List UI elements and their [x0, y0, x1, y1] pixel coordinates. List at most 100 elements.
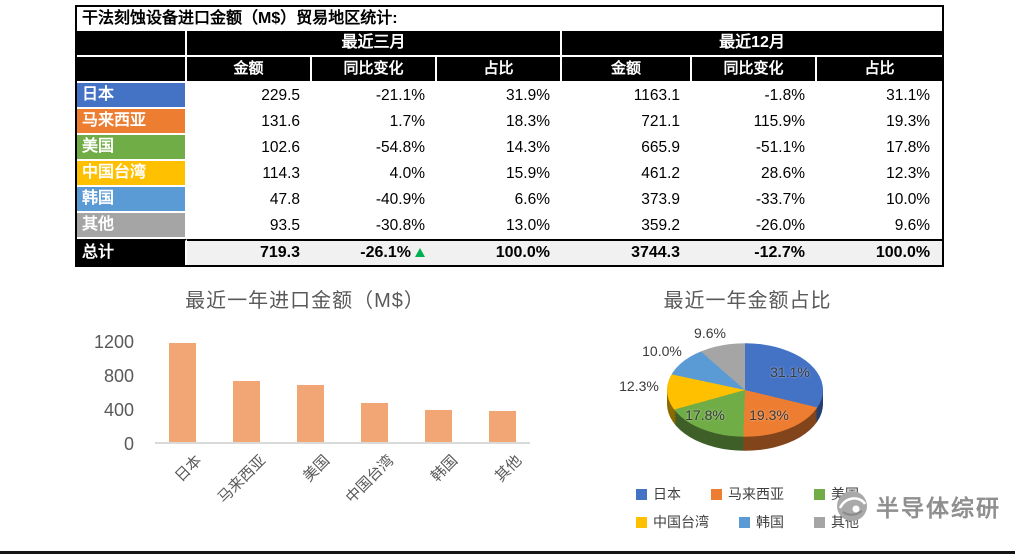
legend-label: 中国台湾 — [653, 514, 709, 530]
region-label: 日本 — [77, 83, 187, 109]
table-row-中国台湾: 中国台湾 114.3 4.0% 15.9% 461.2 28.6% 12.3% — [77, 161, 943, 187]
value-cell: 1163.1 — [562, 83, 692, 109]
bar-y-axis: 0 400 800 1200 — [80, 332, 142, 454]
pie-label-日本: 31.1% — [770, 364, 810, 380]
pie-label-中国台湾: 12.3% — [619, 378, 659, 394]
value-cell: -26.0% — [692, 213, 817, 239]
watermark-text: 半导体综研 — [876, 495, 1001, 521]
total-value-cell: 3744.3 — [562, 239, 692, 265]
value-cell: 1.7% — [312, 109, 437, 135]
region-label: 韩国 — [77, 187, 187, 213]
value-cell: 28.6% — [692, 161, 817, 187]
bar-日本 — [169, 343, 196, 442]
value-cell: 4.0% — [312, 161, 437, 187]
value-cell: 102.6 — [187, 135, 312, 161]
value-cell: -33.7% — [692, 187, 817, 213]
total-value-cell: 719.3 — [187, 239, 312, 265]
column-group-recent-12m: 最近12月 — [562, 31, 943, 57]
header-amount-3m: 金额 — [187, 57, 312, 83]
bar-plot-area — [155, 342, 530, 444]
value-cell: -51.1% — [692, 135, 817, 161]
total-value-cell: 100.0% — [817, 239, 943, 265]
bar-马来西亚 — [233, 380, 260, 442]
bar-美国 — [297, 385, 324, 442]
header-amount-12m: 金额 — [562, 57, 692, 83]
watermark: 半导体综研 — [836, 489, 1001, 523]
header-share-3m: 占比 — [437, 57, 562, 83]
corner-cell — [77, 31, 187, 57]
legend-item-马来西亚: 马来西亚 — [711, 484, 784, 504]
value-cell: 373.9 — [562, 187, 692, 213]
pie-label-马来西亚: 19.3% — [749, 407, 789, 423]
value-cell: 115.9% — [692, 109, 817, 135]
value-cell: 114.3 — [187, 161, 312, 187]
value-cell: 18.3% — [437, 109, 562, 135]
legend-label: 日本 — [653, 486, 681, 502]
legend-item-韩国: 韩国 — [739, 512, 784, 532]
green-triangle-icon — [415, 248, 425, 257]
legend-swatch-icon — [636, 488, 647, 500]
value-cell: 14.3% — [437, 135, 562, 161]
header-yoy-3m: 同比变化 — [312, 57, 437, 83]
pie-label-韩国: 10.0% — [642, 343, 682, 359]
table-row-日本: 日本 229.5 -21.1% 31.9% 1163.1 -1.8% 31.1% — [77, 83, 943, 109]
value-cell: -1.8% — [692, 83, 817, 109]
total-value-cell: -26.1% — [312, 239, 437, 265]
trade-table-section: 干法刻蚀设备进口金额（M$）贸易地区统计: 最近三月 最近12月 金额 同比变化… — [75, 5, 945, 267]
value-cell: 359.2 — [562, 213, 692, 239]
value-cell: 31.9% — [437, 83, 562, 109]
value-cell: 461.2 — [562, 161, 692, 187]
pie-chart-section: 最近一年金额占比 31.1% 19.3% 17.8% 12.3% 10.0% 9.6% 日… — [555, 272, 940, 554]
bar-x-axis-labels: 日本 马来西亚 美国 中国台湾 韩国 其他 — [155, 450, 530, 550]
total-row: 总计 719.3 -26.1% 100.0% 3744.3 -12.7% 100.0% — [77, 239, 943, 265]
y-tick-0: 0 — [123, 434, 134, 454]
bar-其他 — [489, 411, 516, 442]
value-cell: 31.1% — [817, 83, 943, 109]
bar-中国台湾 — [361, 402, 388, 442]
pie-3d: 31.1% 19.3% 17.8% 12.3% 10.0% 9.6% — [555, 272, 940, 502]
total-value-cell: 100.0% — [437, 239, 562, 265]
value-cell: -40.9% — [312, 187, 437, 213]
legend-swatch-icon — [814, 488, 825, 500]
value-cell: 19.3% — [817, 109, 943, 135]
value-cell: 15.9% — [437, 161, 562, 187]
corner-cell-2 — [77, 57, 187, 83]
value-cell: 13.0% — [437, 213, 562, 239]
legend-swatch-icon — [814, 516, 825, 528]
value-cell: -30.8% — [312, 213, 437, 239]
legend-item-日本: 日本 — [636, 484, 681, 504]
table-title: 干法刻蚀设备进口金额（M$）贸易地区统计: — [77, 7, 943, 31]
pie-top-surface — [667, 343, 823, 437]
table-row-其他: 其他 93.5 -30.8% 13.0% 359.2 -26.0% 9.6% — [77, 213, 943, 239]
value-cell: 93.5 — [187, 213, 312, 239]
value-cell: 17.8% — [817, 135, 943, 161]
value-cell: 229.5 — [187, 83, 312, 109]
column-group-header-row: 最近三月 最近12月 — [77, 31, 943, 57]
header-share-12m: 占比 — [817, 57, 943, 83]
table-row-韩国: 韩国 47.8 -40.9% 6.6% 373.9 -33.7% 10.0% — [77, 187, 943, 213]
pie-chart-title: 最近一年金额占比 — [663, 290, 832, 312]
y-tick-400: 400 — [103, 400, 134, 420]
pie-label-其他: 9.6% — [694, 325, 726, 341]
value-cell: -54.8% — [312, 135, 437, 161]
region-label: 其他 — [77, 213, 187, 239]
value-cell: -21.1% — [312, 83, 437, 109]
region-label: 美国 — [77, 135, 187, 161]
legend-label: 韩国 — [756, 514, 784, 530]
legend-swatch-icon — [636, 516, 647, 528]
value-cell: 47.8 — [187, 187, 312, 213]
bar-chart-section: 最近一年进口金额（M$） 0 400 800 1200 日本 马来西亚 美国 中国台湾 韩国其… — [80, 272, 530, 552]
table-row-马来西亚: 马来西亚 131.6 1.7% 18.3% 721.1 115.9% 19.3% — [77, 109, 943, 135]
region-label: 马来西亚 — [77, 109, 187, 135]
table-row-美国: 美国 102.6 -54.8% 14.3% 665.9 -51.1% 17.8% — [77, 135, 943, 161]
value-cell: 10.0% — [817, 187, 943, 213]
value-cell: 6.6% — [437, 187, 562, 213]
region-label: 中国台湾 — [77, 161, 187, 187]
value-cell: 9.6% — [817, 213, 943, 239]
total-label: 总计 — [77, 239, 187, 265]
total-value-cell: -12.7% — [692, 239, 817, 265]
bottom-border-line — [0, 551, 1015, 554]
value-cell: 12.3% — [817, 161, 943, 187]
value-cell: 665.9 — [562, 135, 692, 161]
